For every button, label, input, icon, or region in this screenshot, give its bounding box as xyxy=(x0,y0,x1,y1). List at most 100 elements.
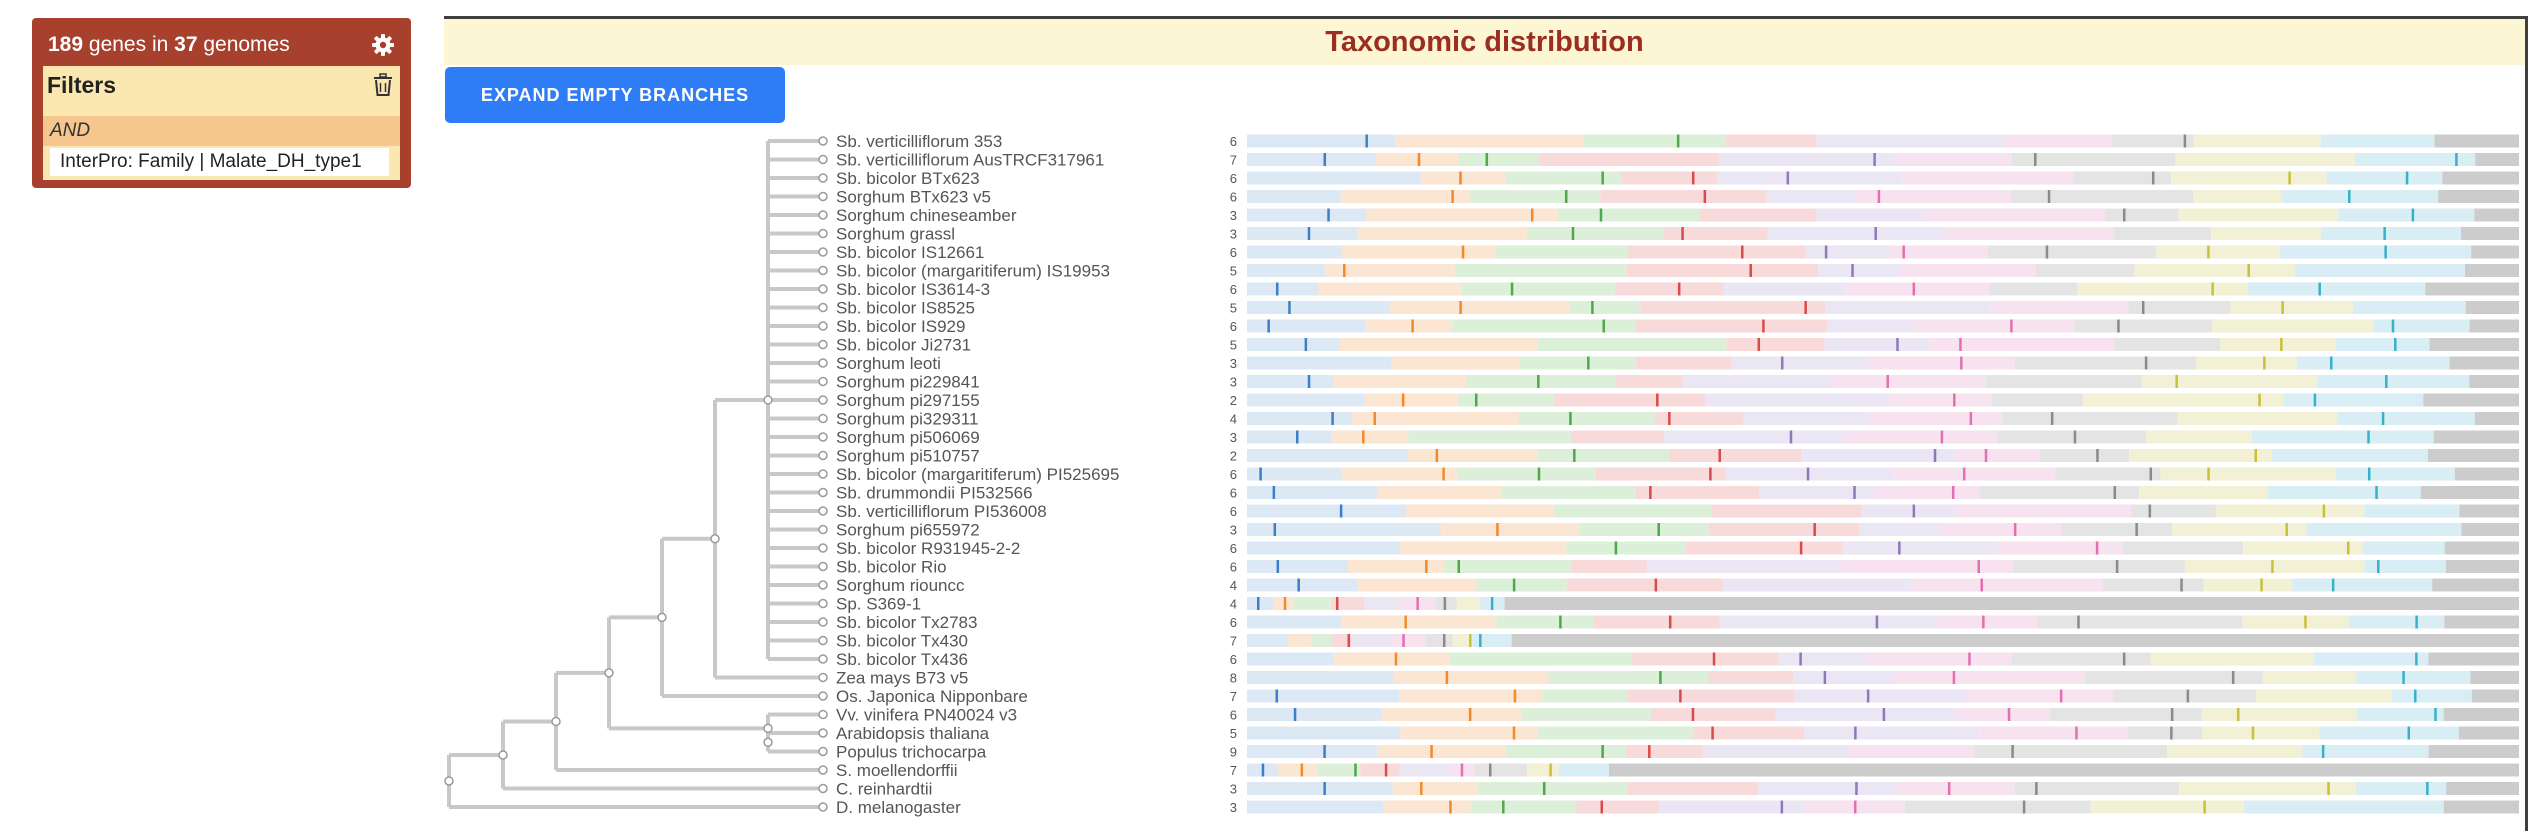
genome-label[interactable]: Sb. verticilliflorum AusTRCF317961 xyxy=(836,151,1104,170)
distribution-bar[interactable] xyxy=(1247,208,2519,222)
distribution-bar[interactable] xyxy=(1247,375,2519,388)
genome-label[interactable]: Sorghum pi510757 xyxy=(836,447,980,466)
tree-leaf-node[interactable] xyxy=(818,802,828,812)
genome-label[interactable]: Sb. bicolor Tx2783 xyxy=(836,613,977,632)
distribution-bar[interactable] xyxy=(1247,430,2519,444)
distribution-bar[interactable] xyxy=(1247,689,2519,703)
distribution-bar[interactable] xyxy=(1247,597,2519,610)
tree-node[interactable] xyxy=(763,395,773,405)
tree-node[interactable] xyxy=(763,737,773,747)
genome-label[interactable]: Sb. verticilliflorum 353 xyxy=(836,132,1002,151)
expand-empty-branches-button[interactable]: EXPAND EMPTY BRANCHES xyxy=(445,67,785,123)
genome-label[interactable]: Sorghum chineseamber xyxy=(836,206,1017,225)
genome-label[interactable]: Sb. bicolor Rio xyxy=(836,558,947,577)
genome-label[interactable]: Sb. bicolor IS12661 xyxy=(836,243,984,262)
tree-leaf-node[interactable] xyxy=(818,136,828,146)
distribution-bar[interactable] xyxy=(1247,282,2519,296)
tree-leaf-node[interactable] xyxy=(818,358,828,368)
genome-label[interactable]: Sb. drummondii PI532566 xyxy=(836,484,1033,503)
tree-leaf-node[interactable] xyxy=(818,654,828,664)
distribution-bar[interactable] xyxy=(1247,763,2519,777)
tree-node[interactable] xyxy=(551,716,561,727)
genome-label[interactable]: Sb. bicolor Tx430 xyxy=(836,632,968,651)
tree-leaf-node[interactable] xyxy=(818,450,828,461)
distribution-bar[interactable] xyxy=(1247,338,2519,351)
tree-leaf-node[interactable] xyxy=(818,580,828,590)
distribution-bar[interactable] xyxy=(1247,356,2519,370)
tree-leaf-node[interactable] xyxy=(818,191,828,202)
tree-leaf-node[interactable] xyxy=(818,765,828,775)
distribution-bar[interactable] xyxy=(1247,412,2519,425)
distribution-bar[interactable] xyxy=(1247,634,2519,647)
genome-label[interactable]: Sorghum leoti xyxy=(836,354,941,373)
distribution-bar[interactable] xyxy=(1247,745,2519,758)
distribution-bar[interactable] xyxy=(1247,578,2519,592)
tree-leaf-node[interactable] xyxy=(818,432,828,442)
genome-label[interactable]: Sb. bicolor IS8525 xyxy=(836,299,975,318)
distribution-bar[interactable] xyxy=(1247,504,2519,518)
genome-label[interactable]: Sorghum pi297155 xyxy=(836,391,980,410)
tree-leaf-node[interactable] xyxy=(818,728,828,738)
distribution-bar[interactable] xyxy=(1247,708,2519,721)
genome-label[interactable]: Sorghum pi229841 xyxy=(836,373,980,392)
distribution-bar[interactable] xyxy=(1247,467,2519,481)
tree-leaf-node[interactable] xyxy=(818,413,828,424)
tree-leaf-node[interactable] xyxy=(818,321,828,331)
trash-icon[interactable] xyxy=(372,73,394,97)
genome-label[interactable]: Sorghum pi655972 xyxy=(836,521,980,540)
genome-label[interactable]: Sb. bicolor BTx623 xyxy=(836,169,980,188)
distribution-bar[interactable] xyxy=(1247,227,2519,240)
genome-label[interactable]: Sb. bicolor IS3614-3 xyxy=(836,280,990,299)
tree-leaf-node[interactable] xyxy=(818,598,828,609)
tree-leaf-node[interactable] xyxy=(818,746,828,757)
genome-label[interactable]: Zea mays B73 v5 xyxy=(836,669,968,688)
distribution-bar[interactable] xyxy=(1247,245,2519,259)
genome-label[interactable]: Vv. vinifera PN40024 v3 xyxy=(836,706,1017,725)
tree-node[interactable] xyxy=(763,723,773,734)
distribution-bar[interactable] xyxy=(1247,541,2519,555)
tree-leaf-node[interactable] xyxy=(818,783,828,794)
tree-leaf-node[interactable] xyxy=(818,709,828,720)
tree-leaf-node[interactable] xyxy=(818,395,828,405)
genome-label[interactable]: Sp. S369-1 xyxy=(836,595,921,614)
distribution-bar[interactable] xyxy=(1247,190,2519,203)
tree-leaf-node[interactable] xyxy=(818,561,828,572)
tree-leaf-node[interactable] xyxy=(818,210,828,220)
genome-label[interactable]: Sorghum pi506069 xyxy=(836,428,980,447)
tree-leaf-node[interactable] xyxy=(818,339,828,350)
tree-node[interactable] xyxy=(444,776,454,786)
genome-label[interactable]: D. melanogaster xyxy=(836,798,961,817)
genome-label[interactable]: Sb. bicolor (margaritiferum) PI525695 xyxy=(836,465,1119,484)
distribution-bar[interactable] xyxy=(1247,153,2519,166)
tree-leaf-node[interactable] xyxy=(818,173,828,183)
genome-label[interactable]: Os. Japonica Nipponbare xyxy=(836,687,1028,706)
tree-leaf-node[interactable] xyxy=(818,265,828,276)
genome-label[interactable]: Sorghum BTx623 v5 xyxy=(836,188,991,207)
tree-leaf-node[interactable] xyxy=(818,487,828,498)
genome-label[interactable]: Sorghum riouncc xyxy=(836,576,965,595)
tree-leaf-node[interactable] xyxy=(818,469,828,479)
tree-node[interactable] xyxy=(604,668,614,678)
genome-label[interactable]: Sb. bicolor Tx436 xyxy=(836,650,968,669)
distribution-bar[interactable] xyxy=(1247,301,2519,314)
distribution-bar[interactable] xyxy=(1247,652,2519,666)
genome-label[interactable]: Sb. bicolor (margaritiferum) IS19953 xyxy=(836,262,1110,281)
tree-leaf-node[interactable] xyxy=(818,617,828,627)
tree-leaf-node[interactable] xyxy=(818,543,828,553)
genome-label[interactable]: S. moellendorffii xyxy=(836,761,958,780)
tree-leaf-node[interactable] xyxy=(818,691,828,701)
genome-label[interactable]: Sorghum grassl xyxy=(836,225,955,244)
genome-label[interactable]: Sorghum pi329311 xyxy=(836,410,978,429)
distribution-bar[interactable] xyxy=(1247,171,2519,185)
distribution-bar[interactable] xyxy=(1247,449,2519,462)
distribution-bar[interactable] xyxy=(1247,782,2519,795)
distribution-bar[interactable] xyxy=(1247,134,2519,148)
tree-leaf-node[interactable] xyxy=(818,302,828,313)
tree-leaf-node[interactable] xyxy=(818,284,828,294)
tree-node[interactable] xyxy=(498,750,508,760)
tree-leaf-node[interactable] xyxy=(818,506,828,516)
distribution-bar[interactable] xyxy=(1247,393,2519,407)
distribution-bar[interactable] xyxy=(1247,560,2519,573)
distribution-bar[interactable] xyxy=(1247,319,2519,333)
tree-leaf-node[interactable] xyxy=(818,635,828,646)
